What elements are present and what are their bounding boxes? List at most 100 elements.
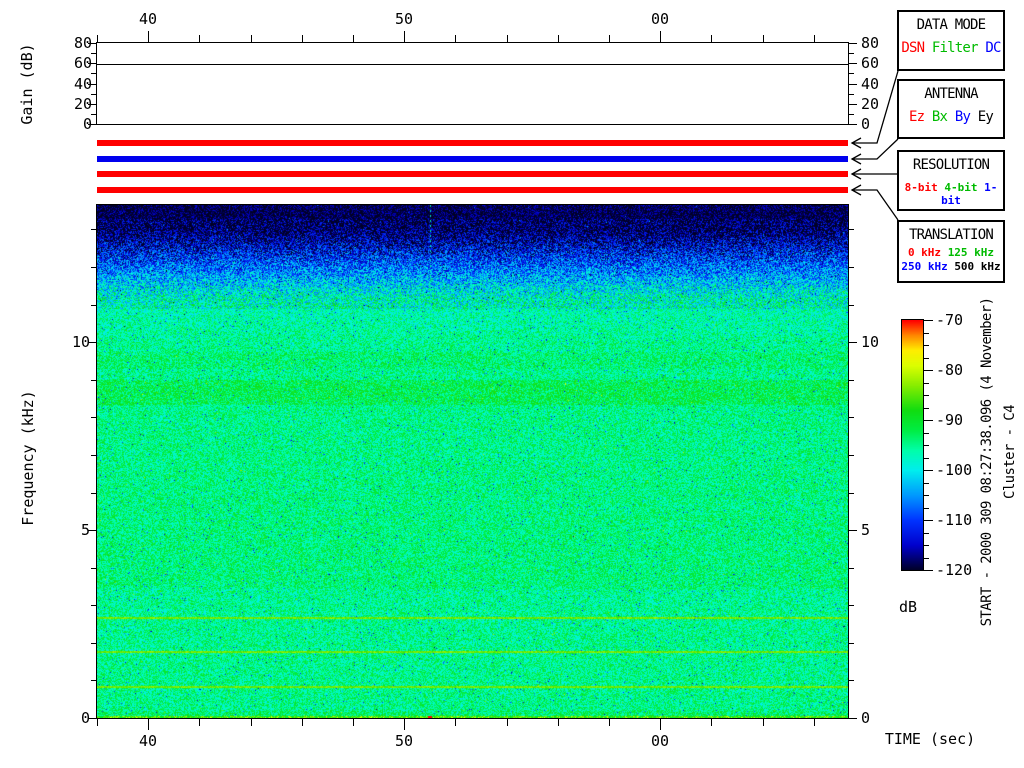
tick-mark	[924, 458, 929, 459]
tick-mark	[91, 53, 97, 54]
tick-mark	[848, 114, 854, 115]
tick-mark	[924, 333, 929, 334]
legend-antenna: ANTENNA Ez Bx By Ey	[897, 79, 1005, 139]
legend-data-mode-values: DSN Filter DC	[899, 40, 1003, 56]
tick-mark	[924, 383, 929, 384]
tick-mark	[88, 104, 97, 105]
tick-mark	[848, 718, 857, 719]
colorbar-tick-label: -90	[936, 411, 964, 429]
tick-mark	[924, 433, 929, 434]
legend-antenna-title: ANTENNA	[924, 86, 978, 102]
time-tick-label-bottom: 50	[394, 732, 414, 750]
gain-ytick-label-left: 0	[82, 115, 92, 133]
gain-trace-line	[97, 64, 848, 65]
start-time-annotation: START - 2000 309 08:27:38.096 (4 Novembe…	[979, 297, 995, 627]
tick-mark	[848, 267, 854, 268]
tick-mark	[455, 718, 456, 726]
tick-mark	[199, 35, 200, 43]
tick-mark	[848, 342, 857, 343]
translation-250khz: 250 kHz	[901, 260, 948, 273]
colorbar-tick-label: -70	[936, 311, 964, 329]
gain-ytick-label-left: 60	[73, 54, 92, 72]
tick-mark	[148, 718, 149, 730]
tick-mark	[924, 320, 933, 321]
tick-mark	[91, 73, 97, 74]
colorbar-tick-label: -80	[936, 361, 964, 379]
tick-mark	[91, 94, 97, 95]
tick-mark	[848, 605, 854, 606]
status-bar-resolution	[97, 171, 848, 177]
tick-mark	[848, 73, 854, 74]
legend-resolution-values: 8-bit 4-bit 1-bit	[899, 181, 1003, 207]
tick-mark	[763, 35, 764, 43]
legend-translation-row2: 250 kHz 500 kHz	[899, 260, 1003, 273]
tick-mark	[88, 63, 97, 64]
tick-mark	[91, 493, 97, 494]
data-mode-dc: DC	[985, 40, 1001, 56]
tick-mark	[848, 124, 857, 125]
tick-mark	[88, 718, 97, 719]
tick-mark	[848, 417, 854, 418]
tick-mark	[97, 718, 98, 726]
tick-mark	[88, 530, 97, 531]
tick-mark	[924, 508, 929, 509]
spacecraft-annotation: Cluster - C4	[1002, 405, 1018, 499]
colorbar-tick-label: -120	[936, 561, 973, 579]
tick-mark	[88, 43, 97, 44]
tick-mark	[91, 680, 97, 681]
time-tick-label-bottom: 00	[650, 732, 670, 750]
tick-mark	[924, 408, 929, 409]
freq-tick-label-right: 0	[861, 709, 871, 727]
tick-mark	[199, 718, 200, 726]
tick-mark	[848, 380, 854, 381]
tick-mark	[924, 520, 933, 521]
spectrogram-canvas	[96, 204, 849, 719]
legend-translation-title: TRANSLATION	[909, 227, 994, 243]
tick-mark	[848, 680, 854, 681]
status-bar-translation	[97, 187, 848, 193]
tick-mark	[848, 53, 854, 54]
legend-data-mode: DATA MODE DSN Filter DC	[897, 10, 1005, 71]
tick-mark	[660, 718, 661, 730]
gain-ytick-label-right: 80	[861, 34, 880, 52]
data-mode-filter: Filter	[931, 40, 979, 56]
tick-mark	[924, 570, 933, 571]
tick-mark	[848, 568, 854, 569]
tick-mark	[88, 342, 97, 343]
time-axis-title: TIME (sec)	[884, 730, 976, 748]
tick-mark	[924, 370, 933, 371]
freq-tick-label-right: 10	[861, 333, 880, 351]
legend-translation-row1: 0 kHz 125 kHz	[899, 246, 1003, 259]
tick-mark	[558, 35, 559, 43]
data-mode-dsn: DSN	[901, 40, 925, 56]
tick-mark	[97, 35, 98, 43]
tick-mark	[848, 229, 854, 230]
freq-tick-label-left: 0	[80, 709, 90, 727]
tick-mark	[88, 84, 97, 85]
tick-mark	[91, 229, 97, 230]
resolution-4bit: 4-bit	[944, 181, 978, 194]
tick-mark	[91, 455, 97, 456]
resolution-1bit: 1-bit	[941, 181, 998, 207]
tick-mark	[91, 417, 97, 418]
gain-axis-title: Gain (dB)	[18, 43, 36, 125]
gain-ytick-label-right: 60	[861, 54, 880, 72]
tick-mark	[251, 718, 252, 726]
legend-resolution: RESOLUTION 8-bit 4-bit 1-bit	[897, 150, 1005, 211]
arrowhead-resolution	[850, 168, 862, 180]
colorbar-tick-label: -100	[936, 461, 973, 479]
tick-mark	[91, 380, 97, 381]
tick-mark	[924, 445, 929, 446]
legend-data-mode-title: DATA MODE	[916, 17, 986, 33]
tick-mark	[302, 718, 303, 726]
antenna-bx: Bx	[931, 109, 948, 125]
status-bar-data-mode	[97, 140, 848, 146]
tick-mark	[924, 395, 929, 396]
frequency-axis-title: Frequency (kHz)	[19, 390, 37, 526]
tick-mark	[848, 305, 854, 306]
arrowhead-data-mode	[850, 137, 862, 149]
tick-mark	[848, 84, 857, 85]
legend-resolution-title: RESOLUTION	[912, 157, 990, 173]
connector-translation	[852, 189, 899, 221]
freq-tick-label-left: 5	[80, 521, 90, 539]
